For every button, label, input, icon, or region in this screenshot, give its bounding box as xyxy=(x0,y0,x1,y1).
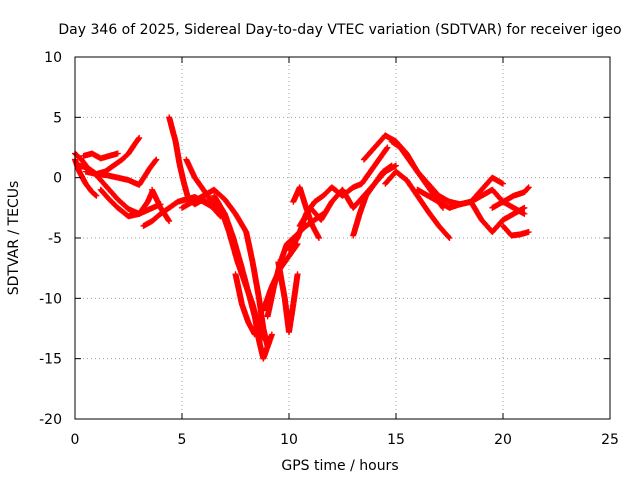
series-prn-h xyxy=(149,186,173,225)
y-tick-label: 5 xyxy=(53,110,62,126)
x-tick-label: 5 xyxy=(178,432,187,448)
series-prn-t xyxy=(290,184,322,241)
x-tick-label: 20 xyxy=(494,432,512,448)
series-prn-u xyxy=(350,162,395,239)
series-prn-e xyxy=(82,156,160,188)
series-prn-f xyxy=(97,186,164,220)
point-trail xyxy=(468,199,527,235)
series-prn-ab xyxy=(500,222,532,239)
series-prn-n xyxy=(232,271,258,338)
tick-layer: 0 5 10 15 20 25 -20 -15 -10 -5 0 5 10 xyxy=(39,50,619,448)
series-prn-i xyxy=(166,114,224,220)
chart-title: Day 346 of 2025, Sidereal Day-to-day VTE… xyxy=(58,22,621,38)
data-layer xyxy=(72,114,532,362)
series-prn-d xyxy=(80,150,121,162)
y-tick-label: 0 xyxy=(53,171,62,187)
point-trail xyxy=(350,163,394,238)
x-tick-label: 0 xyxy=(71,432,80,448)
point-trail xyxy=(98,187,163,219)
series-prn-m xyxy=(217,204,269,344)
series-prn-j xyxy=(179,186,275,350)
y-tick-label: -20 xyxy=(39,412,62,428)
point-trail xyxy=(217,205,268,343)
point-trail xyxy=(275,260,301,334)
x-axis-label: GPS time / hours xyxy=(281,458,398,474)
x-tick-label: 25 xyxy=(601,432,619,448)
series-prn-aa xyxy=(489,184,532,211)
point-trail xyxy=(290,185,322,240)
series-prn-q xyxy=(275,259,301,336)
point-trail xyxy=(166,115,223,219)
grid-layer xyxy=(75,57,610,419)
point-trail xyxy=(383,169,452,241)
y-axis-label: SDTVAR / TECUs xyxy=(6,181,22,296)
y-tick-label: -5 xyxy=(48,231,62,247)
series-prn-z xyxy=(467,198,528,235)
point-trail xyxy=(232,272,258,337)
point-trail xyxy=(183,157,223,216)
y-tick-label: 10 xyxy=(44,50,62,66)
x-tick-label: 10 xyxy=(280,432,298,448)
point-trail xyxy=(81,150,120,162)
point-trail xyxy=(500,223,531,239)
series-prn-w xyxy=(382,168,453,241)
x-tick-label: 15 xyxy=(387,432,405,448)
point-trail xyxy=(149,187,172,224)
y-tick-label: -15 xyxy=(39,352,62,368)
y-tick-label: -10 xyxy=(39,291,62,307)
point-trail xyxy=(490,185,531,211)
point-trail xyxy=(83,157,159,188)
